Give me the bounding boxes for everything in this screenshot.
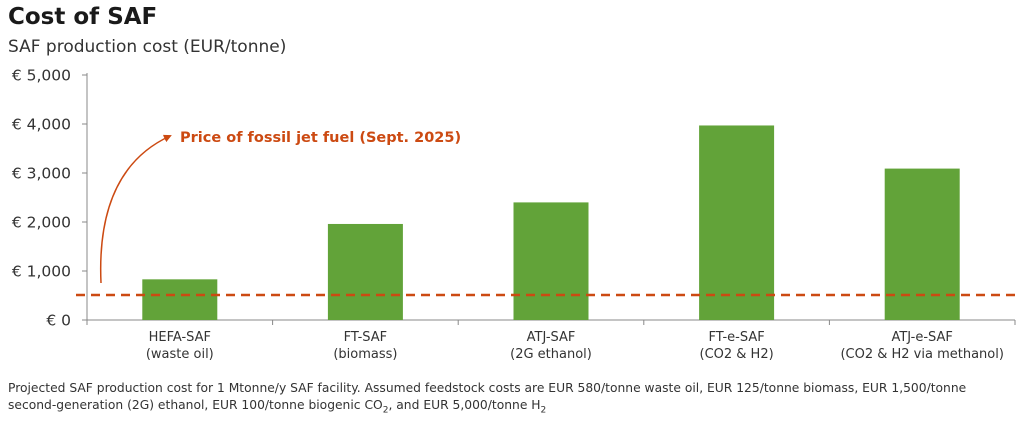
x-tick-label-sub: (CO2 & H2 via methanol) — [840, 347, 1003, 362]
x-tick-label-sub: (biomass) — [333, 347, 397, 362]
caption-text-cont: , and EUR 5,000/tonne H — [388, 398, 541, 412]
x-tick-label: ATJ-e-SAF — [891, 330, 952, 345]
bar — [327, 223, 403, 320]
caption-subscript-h2: 2 — [540, 405, 547, 416]
x-tick-label: FT-SAF — [344, 330, 388, 345]
x-tick-label-sub: (CO2 & H2) — [700, 347, 774, 362]
x-tick-label-sub: (waste oil) — [146, 347, 214, 362]
chart-caption: Projected SAF production cost for 1 Mton… — [8, 380, 1018, 419]
bar-chart: € 0 € 1,000 € 2,000 € 3,000 € 4,000 € 5,000 HE… — [12, 67, 1016, 362]
annotation-arrow — [99, 134, 172, 284]
caption-subscript-co2: 2 — [382, 405, 389, 416]
y-tick-label: € 5,000 — [12, 67, 71, 85]
x-tick-label: HEFA-SAF — [149, 330, 211, 345]
x-tick-label: FT-e-SAF — [708, 330, 764, 345]
chart-subtitle: SAF production cost (EUR/tonne) — [8, 37, 287, 57]
y-tick-label: € 2,000 — [12, 214, 71, 232]
x-tick-label: ATJ-SAF — [527, 330, 576, 345]
x-tick-label-sub: (2G ethanol) — [510, 347, 592, 362]
bar — [884, 168, 960, 320]
reference-line-label: Price of fossil jet fuel (Sept. 2025) — [180, 130, 461, 146]
caption-text: Projected SAF production cost for 1 Mton… — [8, 381, 967, 412]
chart-title: Cost of SAF — [8, 4, 158, 30]
y-tick-label: € 0 — [46, 312, 71, 330]
bar — [142, 279, 218, 320]
y-tick-label: € 1,000 — [12, 263, 71, 281]
bar — [699, 125, 775, 320]
y-tick-label: € 4,000 — [12, 116, 71, 134]
y-tick-label: € 3,000 — [12, 165, 71, 183]
bar — [513, 202, 589, 320]
